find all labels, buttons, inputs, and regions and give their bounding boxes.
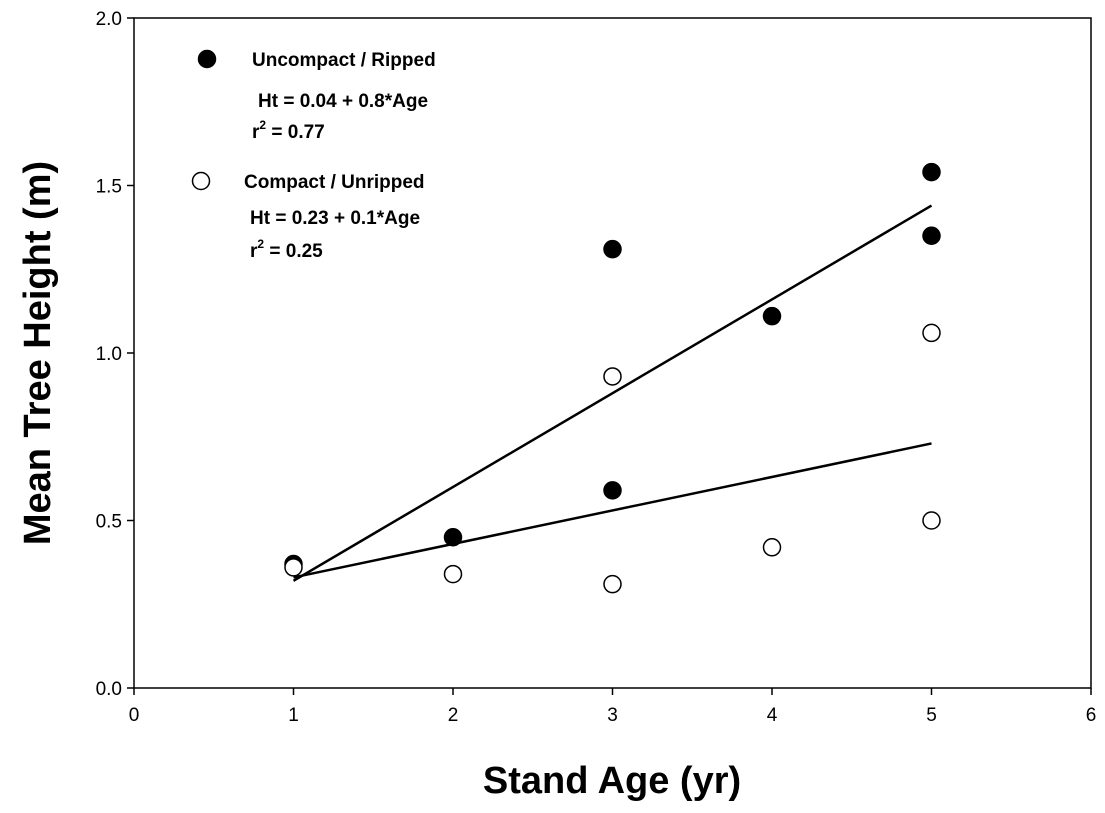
r2-symbol: r — [250, 241, 258, 262]
point-uncompact-ripped — [762, 306, 782, 326]
r2-uncompact-ripped: r2 = 0.77 — [252, 118, 325, 143]
legend-label-compact-unripped: Compact / Unripped — [244, 172, 425, 193]
point-compact-unripped — [603, 367, 622, 386]
r2-superscript: 2 — [257, 237, 264, 251]
x-tick-label: 6 — [1086, 705, 1097, 726]
point-uncompact-ripped — [603, 481, 622, 500]
point-uncompact-ripped — [922, 226, 941, 245]
r2-symbol: r — [252, 122, 260, 143]
fit-line-uncompact-ripped — [292, 204, 933, 582]
x-tick-label: 4 — [767, 705, 778, 726]
y-tick-label: 0.5 — [96, 512, 122, 533]
r2-superscript: 2 — [259, 118, 266, 132]
legend-marker-compact-unripped — [191, 171, 211, 191]
y-tick-label: 1.0 — [96, 344, 122, 365]
equation-uncompact-ripped: Ht = 0.04 + 0.8*Age — [258, 91, 428, 112]
y-tick-label: 1.5 — [96, 177, 122, 198]
x-tick-label: 5 — [926, 705, 937, 726]
y-tick-label: 2.0 — [96, 9, 122, 30]
point-compact-unripped — [762, 538, 782, 557]
x-axis: 0 1 2 3 4 5 6 — [129, 688, 1097, 726]
point-compact-unripped — [284, 558, 303, 577]
y-axis: 0.0 0.5 1.0 1.5 2.0 — [96, 9, 134, 700]
equation-compact-unripped: Ht = 0.23 + 0.1*Age — [250, 208, 420, 229]
x-axis-title: Stand Age (yr) — [483, 760, 741, 802]
x-tick-label: 3 — [607, 705, 618, 726]
point-uncompact-ripped — [603, 239, 622, 259]
point-compact-unripped — [443, 564, 463, 584]
legend-marker-uncompact-ripped — [197, 49, 217, 69]
point-uncompact-ripped — [922, 162, 941, 182]
point-compact-unripped — [603, 574, 622, 594]
fit-line-compact-unripped — [293, 442, 932, 579]
y-tick-label: 0.0 — [96, 679, 122, 700]
point-compact-unripped — [922, 323, 941, 343]
r2-value: = 0.77 — [266, 122, 325, 143]
regression-lines — [292, 204, 933, 582]
r2-compact-unripped: r2 = 0.25 — [250, 237, 323, 262]
legend: Uncompact / Ripped Ht = 0.04 + 0.8*Age r… — [191, 49, 436, 262]
point-compact-unripped — [922, 511, 941, 530]
data-points — [284, 162, 941, 594]
r2-value: = 0.25 — [264, 241, 323, 262]
legend-label-uncompact-ripped: Uncompact / Ripped — [252, 50, 436, 71]
x-tick-label: 0 — [129, 705, 140, 726]
y-axis-title: Mean Tree Height (m) — [17, 161, 59, 545]
x-tick-label: 1 — [288, 705, 299, 726]
x-tick-label: 2 — [448, 705, 459, 726]
point-uncompact-ripped — [443, 528, 463, 547]
